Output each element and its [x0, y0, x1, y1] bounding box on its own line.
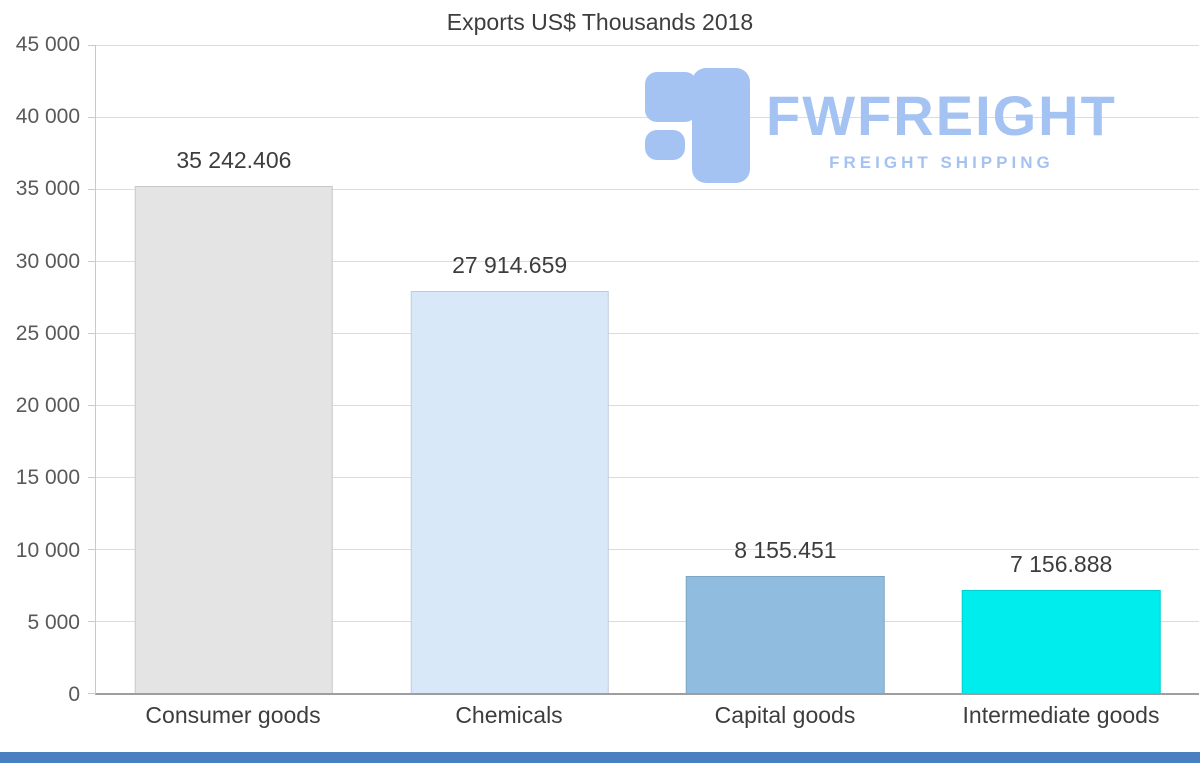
bar-column: 27 914.659: [372, 45, 648, 693]
y-tick-label: 45 000: [15, 33, 80, 56]
y-tick-label: 35 000: [15, 177, 80, 201]
y-tick-mark: [88, 405, 96, 407]
bar-intermediate-goods: [961, 589, 1161, 693]
y-tick-mark: [88, 261, 96, 262]
y-tick-label: 0: [68, 683, 80, 706]
chart-title: Exports US$ Thousands 2018: [446, 9, 754, 35]
bar-consumer-goods: [134, 185, 334, 693]
y-tick-label: 5 000: [27, 610, 80, 634]
y-tick-mark: [88, 117, 96, 118]
y-tick-label: 20 000: [15, 394, 80, 418]
brand-text-block: FWFREIGHT FREIGHT SHIPPING: [766, 88, 1117, 183]
y-tick-mark: [88, 333, 96, 334]
bar-value-label: 35 242.406: [176, 146, 292, 173]
brand-name: FWFREIGHT: [766, 84, 1117, 147]
bar-column: 7 156.888: [923, 45, 1199, 693]
gridline: [96, 405, 1199, 407]
bar-column: 8 155.451: [648, 45, 924, 693]
brand-watermark: FWFREIGHT FREIGHT SHIPPING: [645, 68, 1117, 183]
bar-column: 35 242.406: [96, 45, 372, 693]
y-tick-mark: [88, 45, 96, 46]
y-tick-mark: [88, 621, 96, 623]
gridline: [96, 261, 1199, 262]
bar-value-label: 8 155.451: [734, 536, 837, 563]
bottom-strip: [0, 752, 1200, 763]
gridline: [96, 477, 1199, 479]
y-tick-label: 40 000: [15, 105, 80, 129]
y-tick-label: 10 000: [15, 538, 80, 562]
bar-value-label: 27 914.659: [452, 252, 568, 279]
gridline: [96, 45, 1199, 46]
y-tick-mark: [88, 693, 96, 694]
x-category-label: Intermediate goods: [962, 702, 1160, 728]
x-axis: Consumer goods Chemicals Capital goods Inte…: [95, 702, 1199, 729]
y-tick-label: 30 000: [15, 249, 80, 273]
x-category-label: Consumer goods: [145, 702, 321, 728]
gridline: [96, 117, 1199, 118]
x-category-label: Capital goods: [714, 702, 856, 728]
y-tick-mark: [88, 477, 96, 479]
y-tick-label: 15 000: [15, 466, 80, 490]
bar-value-label: 7 156.888: [1009, 550, 1113, 577]
y-tick-mark: [88, 549, 96, 551]
y-axis: 0 5 000 10 000 15 000 20 000 25 000 30 000 35 0…: [0, 33, 80, 706]
gridline: [96, 333, 1199, 334]
y-tick-mark: [88, 189, 96, 190]
gridline: [96, 621, 1199, 623]
y-tick-label: 25 000: [15, 321, 80, 345]
fwfreight-logo-icon: [645, 68, 750, 183]
plot-area: 35 242.406 27 914.659 8 155.451 7 156.888: [88, 45, 1199, 695]
brand-tagline: FREIGHT SHIPPING: [829, 153, 1054, 172]
x-category-label: Chemicals: [455, 702, 563, 728]
gridline: [96, 189, 1199, 190]
gridline: [96, 549, 1199, 551]
bar-chemicals: [410, 291, 609, 693]
bar-capital-goods: [686, 575, 885, 693]
